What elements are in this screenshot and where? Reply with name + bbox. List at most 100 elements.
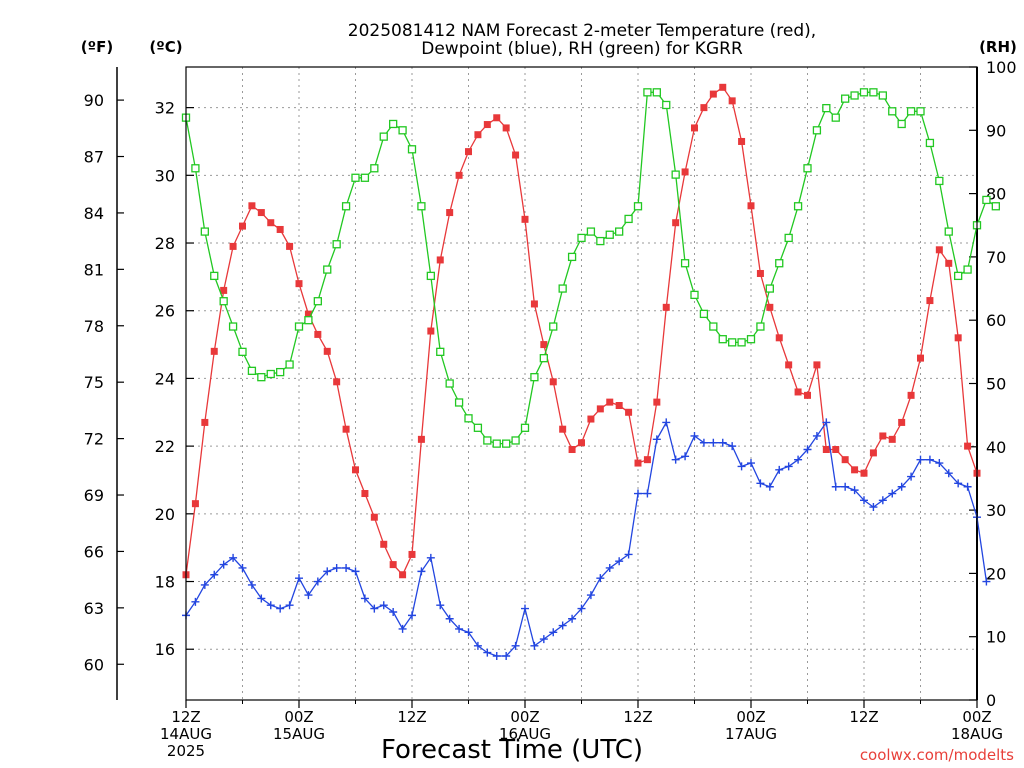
- fahrenheit-tick-label: 81: [84, 260, 104, 279]
- dewpoint-line: [185, 420, 988, 657]
- rh-point: [398, 126, 407, 135]
- temperature-point: [794, 388, 802, 396]
- dewpoint-point: [521, 604, 529, 613]
- celsius-tick-label: 20: [155, 505, 175, 524]
- x-tick-label: 16AUG: [499, 725, 551, 743]
- temperature-point: [813, 361, 821, 369]
- temperature-point: [286, 242, 294, 250]
- rh-point: [257, 373, 266, 382]
- rh-point: [266, 369, 275, 379]
- rh-point: [812, 126, 822, 135]
- temperature-point: [361, 490, 369, 498]
- dewpoint-point: [389, 607, 398, 616]
- dewpoint-point: [455, 624, 464, 633]
- dewpoint-point: [323, 567, 332, 576]
- temperature-point: [342, 425, 350, 433]
- rh-line: [185, 91, 997, 445]
- rh-point: [765, 284, 774, 293]
- rh-tick-label: 10: [986, 628, 1006, 647]
- fahrenheit-tick-label: 87: [84, 148, 104, 167]
- rh-point: [935, 176, 944, 186]
- rh-point: [652, 88, 661, 97]
- credit-text: coolwx.com/modelts: [860, 746, 1014, 764]
- chart-title-line2: Dewpoint (blue), RH (green) for KGRR: [421, 39, 743, 59]
- rh-point: [982, 195, 991, 205]
- rh-point: [897, 119, 906, 129]
- temperature-point: [521, 215, 529, 223]
- dewpoint-point: [276, 604, 285, 613]
- temperature-point: [304, 310, 312, 318]
- temperature-point: [869, 449, 877, 457]
- temperature-point: [917, 354, 924, 362]
- temperature-point: [719, 83, 727, 91]
- temperature-point: [709, 90, 717, 98]
- rh-point: [756, 322, 765, 331]
- rh-point: [370, 164, 379, 173]
- rh-point: [954, 271, 963, 281]
- dewpoint-point: [634, 489, 642, 498]
- rh-tick-label: 90: [986, 121, 1006, 140]
- rh-tick-label: 30: [986, 501, 1006, 520]
- x-tick-label: 00Z: [962, 708, 991, 726]
- dewpoint-point: [812, 431, 821, 440]
- series-dewpoint: [182, 418, 991, 660]
- temperature-point: [427, 327, 435, 335]
- rh-point: [454, 398, 464, 407]
- rh-point: [445, 379, 454, 388]
- dewpoint-point: [351, 567, 360, 576]
- rh-point: [341, 202, 351, 211]
- dewpoint-point: [436, 601, 445, 610]
- temperature-point: [257, 209, 265, 217]
- dewpoint-point: [803, 445, 812, 454]
- dewpoint-point: [709, 438, 718, 447]
- dewpoint-point: [624, 550, 633, 559]
- rh-point: [605, 230, 614, 239]
- rh-point: [746, 335, 756, 344]
- x-tick-label: 12Z: [849, 708, 878, 726]
- rh-point: [718, 335, 727, 344]
- temperature-point: [766, 303, 774, 311]
- temperature-point: [643, 456, 651, 464]
- fahrenheit-tick-label: 78: [84, 317, 104, 336]
- rh-point: [191, 164, 200, 173]
- x-tick-label: 14AUG: [160, 725, 212, 743]
- x-tick-label: 15AUG: [273, 725, 325, 743]
- celsius-tick-label: 26: [155, 302, 175, 321]
- rh-point: [662, 100, 671, 110]
- rh-point: [238, 347, 247, 357]
- dewpoint-point: [577, 604, 586, 613]
- dewpoint-point: [596, 574, 605, 583]
- dewpoint-point: [671, 455, 680, 464]
- rh-point: [304, 316, 313, 325]
- temperature-point: [323, 347, 331, 355]
- temperature-point: [483, 121, 491, 129]
- x-tick-label: 12Z: [397, 708, 426, 726]
- series-rh: [181, 88, 1000, 448]
- rh-point: [624, 214, 633, 224]
- dewpoint-point: [681, 452, 690, 461]
- dewpoint-point: [765, 482, 774, 491]
- rh-point: [963, 265, 972, 274]
- rh-point: [219, 297, 228, 306]
- dewpoint-point: [304, 591, 313, 600]
- temperature-point: [201, 418, 209, 426]
- rh-point: [483, 436, 492, 445]
- dewpoint-point: [822, 418, 831, 427]
- temperature-point: [634, 459, 642, 467]
- rh-tick-label: 50: [986, 375, 1006, 394]
- dewpoint-point: [332, 563, 341, 572]
- rh-point: [247, 366, 257, 375]
- temperature-point: [700, 104, 708, 112]
- temperature-point: [474, 131, 482, 139]
- dewpoint-point: [690, 431, 699, 440]
- rh-point: [793, 202, 803, 211]
- dewpoint-point: [963, 482, 972, 491]
- temperature-point: [465, 148, 472, 156]
- temperature-point: [625, 408, 633, 416]
- temperature-point: [276, 225, 284, 233]
- dewpoint-point: [398, 624, 407, 633]
- rh-point: [530, 373, 539, 382]
- fahrenheit-tick-label: 75: [84, 373, 104, 392]
- rh-tick-label: 0: [986, 691, 996, 710]
- x-tick-label: 00Z: [736, 708, 765, 726]
